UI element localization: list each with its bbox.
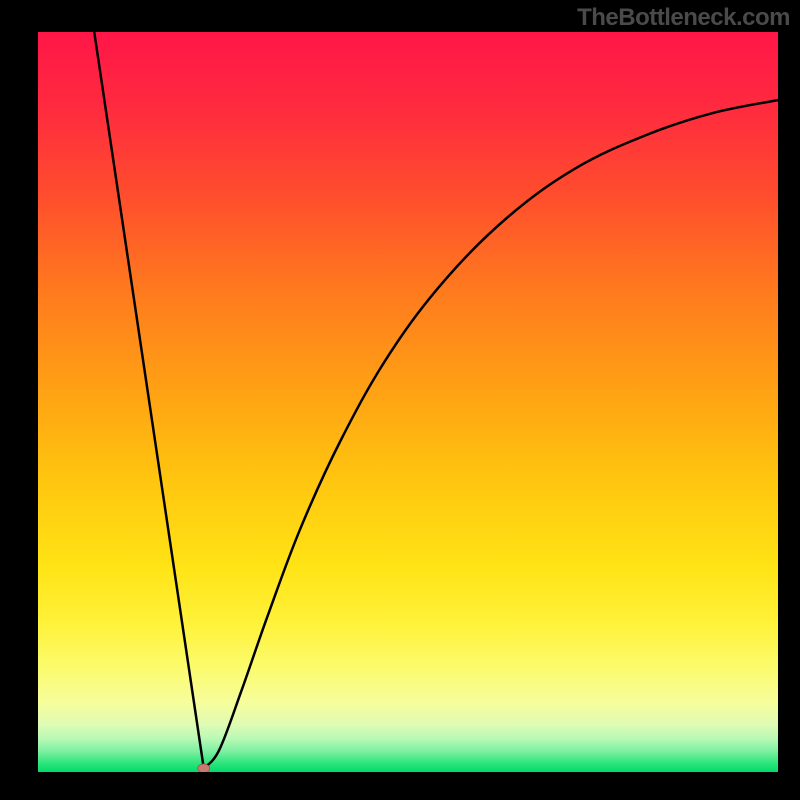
minimum-marker (198, 764, 210, 772)
chart-container: TheBottleneck.com (0, 0, 800, 800)
plot-area (38, 32, 778, 772)
watermark-text: TheBottleneck.com (577, 4, 790, 32)
bottleneck-curve (38, 32, 778, 772)
